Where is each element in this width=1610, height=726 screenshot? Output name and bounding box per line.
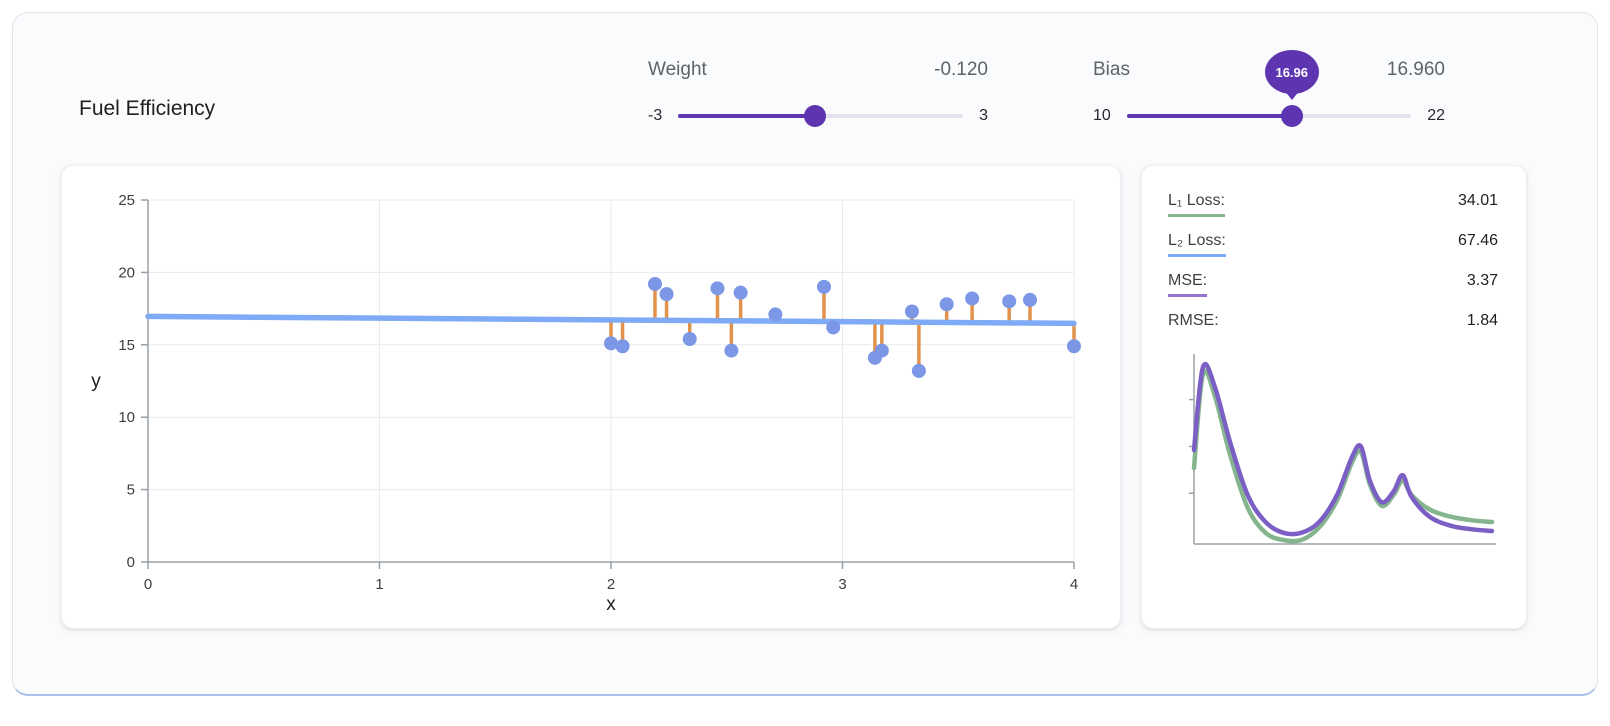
metric-rmse: RMSE: 1.84 (1168, 312, 1498, 337)
scatter-chart: 0 1 2 3 4 0 5 10 15 20 25 x y (91, 192, 1081, 615)
weight-value: -0.120 (934, 59, 988, 80)
metric-l2-loss-value: 67.46 (1457, 232, 1498, 249)
bias-tooltip-value: 16.96 (1275, 64, 1309, 80)
weight-min-label: -3 (648, 107, 663, 124)
weight-label: Weight (648, 59, 707, 80)
metric-mse: MSE: 3.37 (1168, 272, 1498, 297)
svg-text:10: 10 (118, 409, 135, 426)
weight-slider-fill (678, 114, 815, 118)
metric-mse-label: MSE: (1168, 272, 1208, 297)
bias-slider-row: 10 16.96 22 (1093, 50, 1445, 127)
data-points (604, 276, 1081, 378)
scatter-card: 0 1 2 3 4 0 5 10 15 20 25 x y (61, 165, 1121, 629)
bias-slider[interactable]: 16.96 (1126, 50, 1412, 127)
svg-text:25: 25 (118, 192, 135, 209)
bias-control-header: Bias 16.960 (1093, 59, 1445, 81)
bias-label: Bias (1093, 59, 1130, 80)
page-title: Fuel Efficiency (79, 97, 216, 120)
weight-control-header: Weight -0.120 (648, 59, 988, 81)
svg-text:4: 4 (1070, 576, 1078, 593)
svg-text:15: 15 (118, 337, 135, 354)
svg-text:3: 3 (838, 576, 846, 593)
model-line (145, 313, 1077, 327)
weight-slider-row: -3 3 (648, 105, 988, 127)
weight-max-label: 3 (979, 107, 988, 124)
metric-l2-loss: L₂ Loss: 67.46 (1168, 232, 1498, 257)
bias-min-label: 10 (1093, 107, 1111, 124)
svg-text:2: 2 (607, 576, 615, 593)
bias-slider-tooltip: 16.96 (1264, 50, 1319, 94)
bias-value: 16.960 (1386, 59, 1445, 80)
mse-loss-curve (1191, 361, 1495, 537)
gridlines (147, 199, 1075, 563)
loss-curve-chart (1189, 354, 1496, 545)
svg-text:20: 20 (118, 264, 135, 281)
weight-slider-thumb[interactable] (803, 105, 826, 127)
app-frame: Fuel Efficiency Weight -0.120 -3 3 Bias … (12, 12, 1598, 696)
metric-rmse-value: 1.84 (1466, 312, 1498, 329)
metric-l1-loss: L₁ Loss: 34.01 (1168, 192, 1498, 217)
svg-text:5: 5 (127, 482, 135, 499)
weight-slider[interactable] (678, 105, 964, 127)
header: Fuel Efficiency Weight -0.120 -3 3 Bias … (13, 13, 1597, 165)
bias-slider-fill (1126, 114, 1292, 118)
svg-text:x: x (606, 594, 616, 615)
metric-l1-loss-value: 34.01 (1457, 192, 1498, 209)
bias-slider-thumb[interactable] (1280, 105, 1303, 127)
metric-l1-loss-label: L₁ Loss: (1168, 192, 1225, 217)
metric-rmse-label: RMSE: (1168, 312, 1219, 329)
loss-card: L₁ Loss: 34.01 L₂ Loss: 67.46 MSE: 3.37 … (1141, 165, 1527, 629)
svg-text:0: 0 (144, 576, 152, 593)
bias-control: Bias 16.960 10 16.96 22 (1093, 50, 1445, 127)
svg-text:y: y (91, 371, 101, 392)
weight-control: Weight -0.120 -3 3 (648, 59, 988, 127)
svg-text:1: 1 (375, 576, 383, 593)
metric-l2-loss-label: L₂ Loss: (1168, 232, 1226, 257)
axes (141, 199, 1075, 569)
svg-text:0: 0 (127, 554, 135, 571)
cards-row: 0 1 2 3 4 0 5 10 15 20 25 x y L₁ Loss: 34.01 L₂ Loss… (13, 165, 1597, 629)
l1-loss-curve (1191, 368, 1495, 544)
bias-max-label: 22 (1427, 107, 1445, 124)
metric-mse-value: 3.37 (1466, 272, 1498, 289)
